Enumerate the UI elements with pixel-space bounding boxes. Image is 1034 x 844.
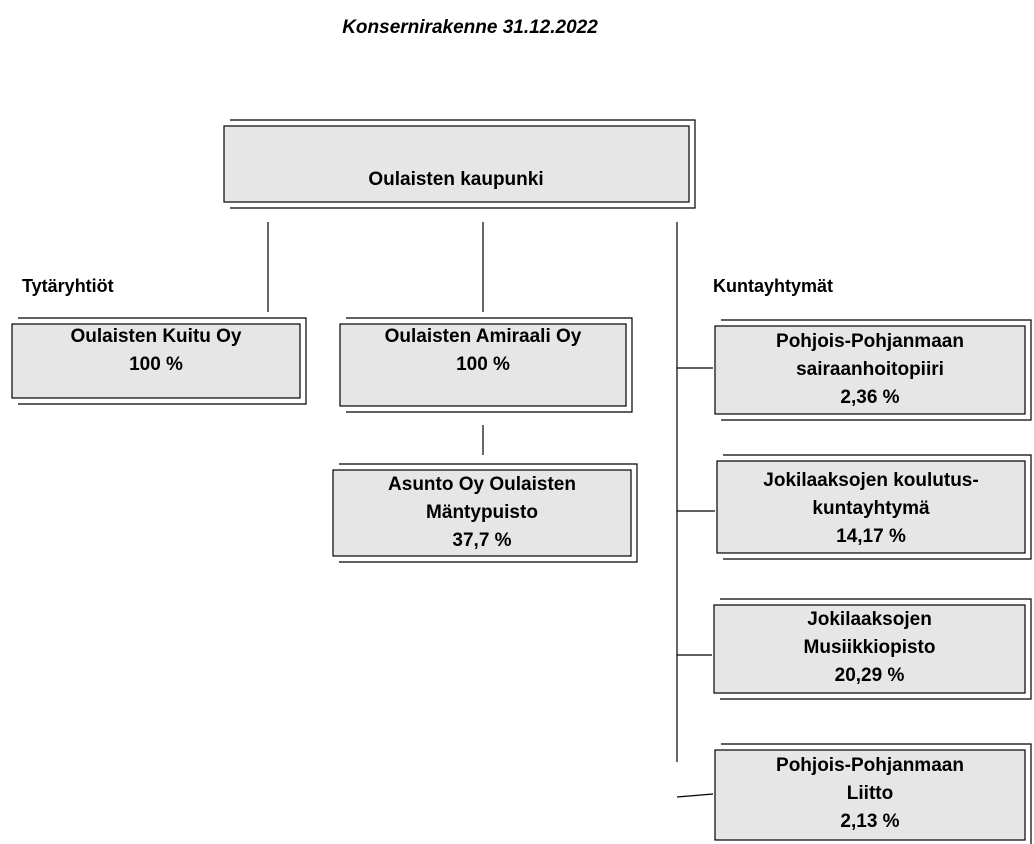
box bbox=[11, 323, 301, 399]
node-label: Oulaisten Amiraali Oy bbox=[385, 326, 582, 347]
node-label: Oulaisten Kuitu Oy bbox=[70, 326, 241, 347]
box-shadow bbox=[721, 743, 1032, 844]
node-label: 20,29 % bbox=[835, 665, 905, 686]
box bbox=[714, 325, 1026, 415]
node-label: Jokilaaksojen koulutus- bbox=[763, 470, 978, 491]
node-label: 37,7 % bbox=[452, 530, 511, 551]
section-label: Kuntayhtymät bbox=[713, 276, 833, 296]
box bbox=[223, 125, 690, 203]
node-label: 2,13 % bbox=[840, 811, 899, 832]
node-box: Oulaisten Amiraali Oy 100 % bbox=[339, 317, 633, 413]
box bbox=[716, 460, 1026, 554]
node-label: Liitto bbox=[847, 783, 893, 804]
node-label: Musiikkiopisto bbox=[804, 637, 936, 658]
box-shadow bbox=[339, 463, 638, 563]
node-box: Oulaisten kaupunki bbox=[223, 119, 696, 209]
node-label: Pohjois-Pohjanmaan bbox=[776, 331, 964, 352]
node-label: 100 % bbox=[456, 354, 510, 375]
box-shadow bbox=[721, 319, 1032, 421]
box-shadow bbox=[720, 598, 1032, 700]
node-label: 100 % bbox=[129, 354, 183, 375]
node-box: Asunto Oy Oulaisten Mäntypuisto 37,7 % bbox=[332, 463, 638, 563]
box-shadow bbox=[230, 119, 696, 209]
node-label: Pohjois-Pohjanmaan bbox=[776, 755, 964, 776]
node-label: Jokilaaksojen bbox=[807, 609, 932, 630]
box bbox=[332, 469, 632, 557]
box-shadow bbox=[723, 454, 1032, 560]
root-label: Oulaisten kaupunki bbox=[368, 169, 543, 190]
node-label: Mäntypuisto bbox=[426, 502, 538, 523]
node-box: Jokilaaksojen Musiikkiopisto 20,29 % bbox=[713, 598, 1032, 700]
box bbox=[714, 749, 1026, 841]
node-box: Pohjois-Pohjanmaan sairaanhoitopiiri 2,36 … bbox=[714, 319, 1032, 421]
node-box: Pohjois-Pohjanmaan Liitto 2,13 % bbox=[714, 743, 1032, 844]
node-box: Jokilaaksojen koulutus-kuntayhtymä 14,17 … bbox=[716, 454, 1032, 560]
node-label: 2,36 % bbox=[840, 387, 899, 408]
title: Konsernirakenne 31.12.2022 bbox=[342, 17, 598, 38]
node-label: 14,17 % bbox=[836, 526, 906, 547]
connectors bbox=[267, 222, 715, 798]
box-shadow bbox=[346, 317, 633, 413]
box-shadow bbox=[18, 317, 307, 405]
section-label: Tytäryhtiöt bbox=[22, 276, 114, 296]
box bbox=[713, 604, 1026, 694]
box bbox=[339, 323, 627, 407]
node-label: kuntayhtymä bbox=[812, 498, 930, 519]
node-box: Oulaisten Kuitu Oy 100 % bbox=[11, 317, 307, 405]
node-label: sairaanhoitopiiri bbox=[796, 359, 944, 380]
node-label: Asunto Oy Oulaisten bbox=[388, 474, 576, 495]
